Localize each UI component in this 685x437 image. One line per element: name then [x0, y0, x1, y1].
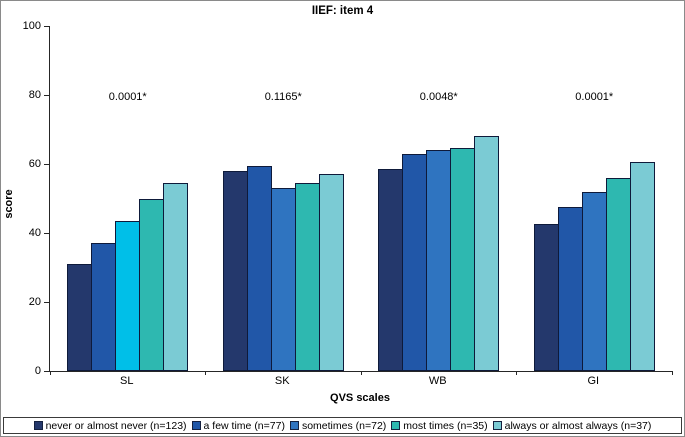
pvalue-annotation: 0.0001*	[108, 91, 147, 103]
legend-label: sometimes (n=72)	[301, 419, 387, 432]
bar	[474, 136, 499, 371]
pvalue-annotation: 0.1165*	[264, 91, 302, 103]
legend-swatch	[289, 421, 299, 430]
x-tick-mark	[516, 371, 517, 375]
bar	[450, 148, 475, 371]
x-axis-label: QVS scales	[330, 392, 390, 404]
bar	[139, 198, 164, 371]
legend-swatch	[33, 421, 43, 430]
bar	[557, 207, 583, 371]
y-tick-mark	[44, 301, 50, 303]
bar	[605, 177, 631, 371]
y-tick-label: 0	[34, 364, 41, 377]
bar	[222, 170, 248, 371]
y-tick-mark	[44, 94, 50, 96]
x-category-label: GI	[587, 375, 600, 387]
legend-label: never or almost never (n=123)	[45, 419, 187, 432]
bar	[378, 169, 403, 371]
pvalue-annotation: 0.0048*	[419, 91, 458, 103]
bar	[115, 220, 140, 371]
x-tick-mark	[360, 371, 362, 375]
bar	[246, 165, 272, 371]
legend-label: always or almost always (n=37)	[504, 419, 652, 432]
y-tick-label: 40	[28, 226, 41, 239]
y-axis-label: score	[3, 189, 15, 219]
legend: never or almost never (n=123) a few time …	[3, 417, 682, 434]
bar	[294, 182, 320, 371]
x-category-label: SK	[274, 375, 290, 387]
bar	[629, 162, 655, 371]
y-tick-mark	[44, 163, 50, 165]
x-category-label: SL	[120, 375, 134, 387]
y-tick-label: 80	[28, 88, 41, 101]
plot-area: 0 20 40 60 80 100 0.0001* 0.1165* 0.0048* 0.0001*	[23, 20, 673, 377]
legend-item: a few time (n=77)	[191, 419, 285, 432]
legend-item: most times (n=35)	[391, 419, 488, 432]
y-tick-mark	[44, 370, 50, 372]
legend-item: always or almost always (n=37)	[492, 419, 652, 432]
y-tick-mark	[44, 232, 50, 234]
bar	[426, 150, 451, 371]
bar	[91, 243, 116, 371]
bar	[67, 264, 92, 371]
legend-swatch	[391, 421, 401, 430]
legend-label: most times (n=35)	[403, 419, 488, 432]
bar	[402, 153, 427, 371]
y-tick-label: 20	[28, 295, 41, 308]
bar	[318, 174, 344, 371]
legend-swatch	[191, 421, 201, 430]
bar	[581, 191, 607, 371]
x-tick-mark	[49, 371, 51, 375]
x-tick-mark	[205, 371, 206, 375]
legend-item: sometimes (n=72)	[289, 419, 387, 432]
y-tick-label: 100	[22, 19, 41, 32]
bar	[163, 182, 188, 371]
bar	[270, 188, 296, 371]
y-tick-mark	[44, 25, 50, 27]
chart-title: IIEF: item 4	[311, 5, 374, 17]
x-tick-mark	[671, 371, 673, 375]
legend-item: never or almost never (n=123)	[33, 419, 187, 432]
legend-label: a few time (n=77)	[203, 419, 285, 432]
legend-swatch	[492, 421, 502, 430]
bar	[533, 224, 559, 371]
x-category-label: WB	[428, 375, 447, 387]
pvalue-annotation: 0.0001*	[575, 91, 614, 103]
y-tick-label: 60	[28, 157, 41, 170]
